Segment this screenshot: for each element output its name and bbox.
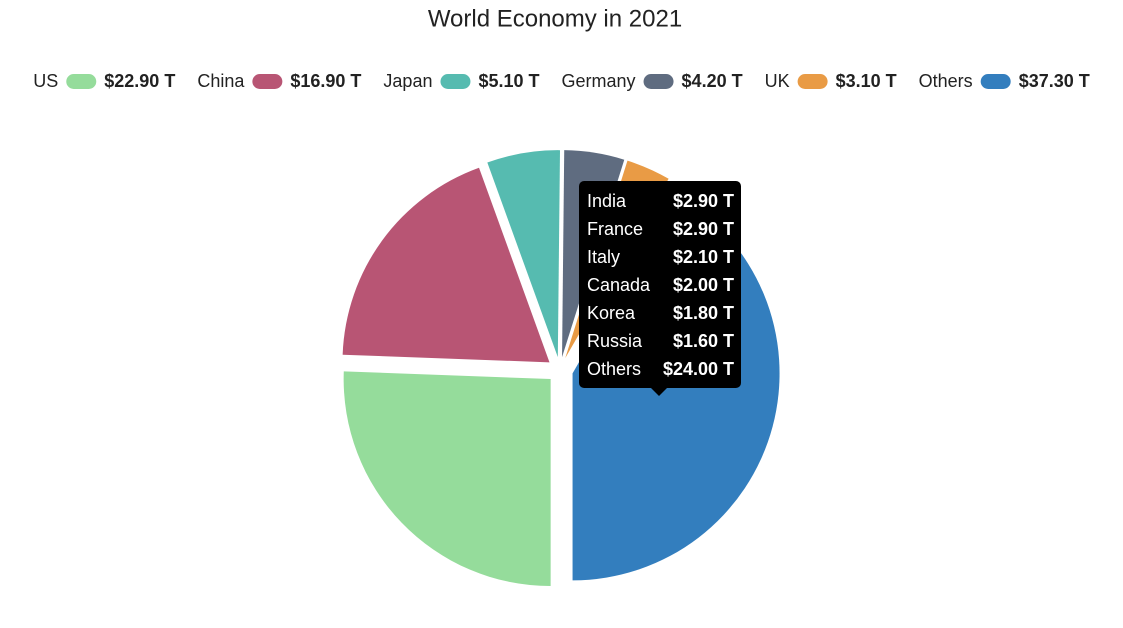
tooltip-label: Others xyxy=(587,359,641,379)
pie-slice xyxy=(487,150,560,358)
tooltip-label: Italy xyxy=(587,247,620,267)
legend-label: Others xyxy=(919,71,973,91)
tooltip-value: $24.00 T xyxy=(663,359,734,379)
tooltip-label: Canada xyxy=(587,275,651,295)
legend-label: Germany xyxy=(562,71,636,91)
tooltip-label: Russia xyxy=(587,331,643,351)
tooltip-value: $2.10 T xyxy=(673,247,734,267)
legend: US $22.90 T China $16.90 T Japan $5.10 T Germa… xyxy=(33,71,1090,91)
chart-title: World Economy in 2021 xyxy=(428,5,682,32)
legend-label: Japan xyxy=(383,71,432,91)
legend-label: China xyxy=(197,71,245,91)
legend-label: US xyxy=(33,71,58,91)
legend-value: $5.10 T xyxy=(478,71,539,91)
legend-swatch xyxy=(980,74,1011,89)
tooltip: India $2.90 T France $2.90 T Italy $2.10 T Can… xyxy=(579,181,741,396)
legend-swatch xyxy=(797,74,828,89)
legend-value: $4.20 T xyxy=(682,71,743,91)
legend-swatch xyxy=(66,74,97,89)
legend-value: $22.90 T xyxy=(104,71,175,91)
tooltip-value: $2.90 T xyxy=(673,191,734,211)
tooltip-label: Korea xyxy=(587,303,636,323)
legend-label: UK xyxy=(765,71,790,91)
tooltip-value: $1.60 T xyxy=(673,331,734,351)
tooltip-pointer xyxy=(651,388,667,396)
tooltip-label: India xyxy=(587,191,627,211)
legend-swatch xyxy=(643,74,674,89)
tooltip-label: France xyxy=(587,219,643,239)
tooltip-value: $2.00 T xyxy=(673,275,734,295)
legend-value: $3.10 T xyxy=(836,71,897,91)
legend-value: $37.30 T xyxy=(1019,71,1090,91)
legend-value: $16.90 T xyxy=(290,71,361,91)
tooltip-box xyxy=(579,181,741,388)
tooltip-value: $2.90 T xyxy=(673,219,734,239)
pie-slice xyxy=(342,167,550,363)
pie-slice xyxy=(343,371,551,587)
legend-swatch xyxy=(440,74,471,89)
tooltip-value: $1.80 T xyxy=(673,303,734,323)
legend-swatch xyxy=(252,74,283,89)
